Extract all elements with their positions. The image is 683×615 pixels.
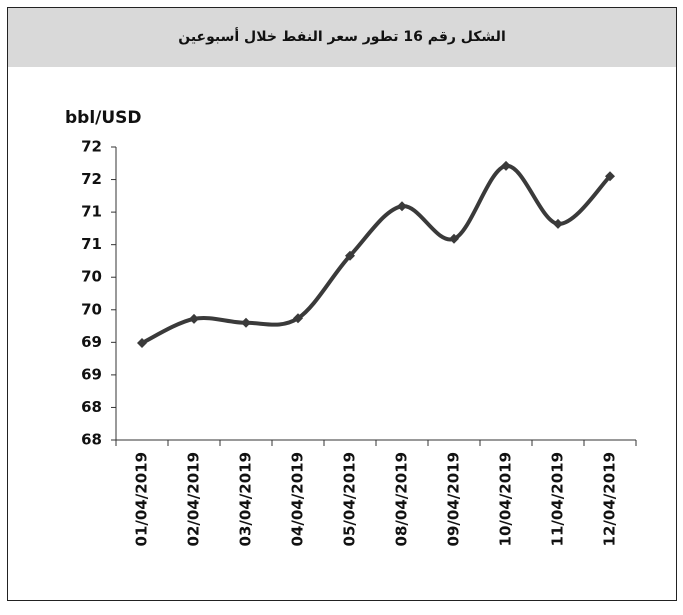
x-tick-label: 01/04/2019 [133, 452, 151, 546]
marker [241, 317, 251, 328]
y-tick-label: 68 [81, 398, 102, 416]
marker [189, 313, 199, 324]
y-tick-label: 71 [81, 203, 102, 221]
y-tick-label: 71 [81, 235, 102, 253]
frame [7, 7, 677, 601]
x-tick-label: 02/04/2019 [185, 452, 203, 546]
marker [553, 218, 563, 229]
y-tick-label: 72 [81, 138, 102, 156]
y-tick-label: 69 [81, 365, 102, 383]
marker [449, 233, 459, 244]
y-axis-label: bbl/USD [65, 108, 142, 128]
marker [501, 160, 511, 171]
x-tick-label: 03/04/2019 [237, 452, 255, 546]
marker [137, 337, 147, 348]
y-tick-label: 69 [81, 333, 102, 351]
x-tick-label: 12/04/2019 [601, 452, 619, 546]
marker [293, 313, 303, 324]
header [8, 8, 676, 67]
y-tick-label: 70 [81, 300, 102, 318]
marker [345, 250, 355, 261]
y-tick-label: 70 [81, 268, 102, 286]
marker [605, 171, 615, 182]
chart-title: الشكل رقم 16 تطور سعر النفط خلال أسبوعين [178, 27, 506, 45]
x-tick-label: 08/04/2019 [393, 452, 411, 546]
x-tick-label: 10/04/2019 [497, 452, 515, 546]
y-tick-label: 68 [81, 431, 102, 449]
x-tick-label: 05/04/2019 [341, 452, 359, 546]
y-tick-label: 72 [81, 170, 102, 188]
x-tick-label: 09/04/2019 [445, 452, 463, 546]
x-tick-label: 11/04/2019 [549, 452, 567, 546]
marker [397, 201, 407, 212]
line [141, 163, 612, 345]
x-tick-label: 04/04/2019 [289, 452, 307, 546]
